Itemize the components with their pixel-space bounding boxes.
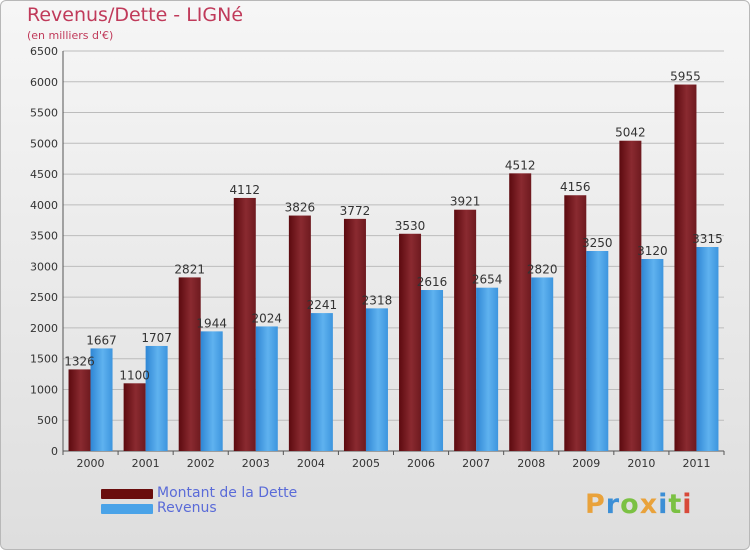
data-label-dette: 4112 — [230, 183, 261, 197]
data-label-dette: 1100 — [119, 368, 150, 382]
legend-swatch-revenus — [101, 504, 153, 514]
logo-letter: x — [639, 489, 659, 520]
logo-letter: P — [585, 489, 606, 520]
data-label-revenus: 3120 — [637, 244, 668, 258]
y-tick-label: 4500 — [30, 168, 58, 181]
x-tick-label: 2008 — [517, 457, 545, 470]
y-tick-label: 1000 — [30, 383, 58, 396]
logo-letter: r — [605, 489, 621, 520]
bar-dette — [674, 84, 697, 452]
logo-letter: i — [658, 489, 669, 520]
data-label-revenus: 1667 — [86, 333, 117, 347]
bar-revenus — [200, 331, 223, 451]
bar-revenus — [90, 348, 113, 451]
bar-dette — [564, 195, 587, 451]
bar-revenus — [310, 313, 333, 451]
data-label-dette: 4156 — [560, 180, 591, 194]
y-tick-label: 5500 — [30, 107, 58, 120]
bar-dette — [68, 369, 91, 451]
y-tick-label: 500 — [37, 414, 58, 427]
data-label-revenus: 1944 — [196, 316, 227, 330]
bar-dette — [178, 277, 201, 451]
x-tick-label: 2009 — [572, 457, 600, 470]
y-tick-label: 5000 — [30, 137, 58, 150]
x-tick-label: 2007 — [462, 457, 490, 470]
bar-revenus — [421, 290, 444, 451]
data-label-dette: 3826 — [285, 201, 316, 215]
x-tick-label: 2010 — [627, 457, 655, 470]
data-label-revenus: 3315 — [692, 232, 723, 246]
data-label-revenus: 3250 — [582, 236, 613, 250]
bar-dette — [509, 173, 532, 452]
legend-label-revenus: Revenus — [157, 500, 217, 516]
data-label-dette: 5955 — [670, 70, 701, 84]
x-tick-label: 2002 — [187, 457, 215, 470]
y-tick-label: 0 — [51, 445, 58, 458]
data-label-dette: 3772 — [340, 204, 371, 218]
bar-revenus — [586, 251, 609, 451]
bar-revenus — [365, 308, 388, 451]
y-tick-label: 4000 — [30, 199, 58, 212]
y-tick-label: 6500 — [30, 45, 58, 58]
y-tick-label: 3500 — [30, 230, 58, 243]
bar-revenus — [696, 247, 719, 451]
data-label-revenus: 2820 — [527, 262, 558, 276]
data-label-dette: 3530 — [395, 219, 426, 233]
data-label-revenus: 2024 — [252, 311, 283, 325]
x-tick-label: 2006 — [407, 457, 435, 470]
bar-dette — [619, 140, 642, 451]
y-tick-label: 2500 — [30, 291, 58, 304]
y-tick-label: 2000 — [30, 322, 58, 335]
data-label-dette: 1326 — [64, 354, 95, 368]
x-tick-label: 2004 — [297, 457, 325, 470]
data-label-revenus: 2616 — [417, 275, 448, 289]
x-tick-label: 2011 — [682, 457, 710, 470]
logo-letter: i — [682, 489, 693, 520]
data-label-dette: 4512 — [505, 158, 536, 172]
data-label-revenus: 2241 — [307, 298, 338, 312]
y-tick-label: 1500 — [30, 353, 58, 366]
logo-letter: o — [620, 489, 640, 520]
bar-dette — [399, 233, 422, 451]
data-label-revenus: 1707 — [141, 331, 172, 345]
bar-dette — [233, 197, 256, 451]
bar-revenus — [255, 326, 278, 451]
x-tick-label: 2003 — [242, 457, 270, 470]
proxiti-logo: Proxiti — [585, 489, 693, 520]
x-tick-label: 2001 — [132, 457, 160, 470]
data-label-dette: 5042 — [615, 126, 646, 140]
x-tick-label: 2005 — [352, 457, 380, 470]
chart-subtitle: (en milliers d'€) — [27, 29, 114, 42]
bar-dette — [343, 218, 366, 451]
legend-swatch-debt — [101, 489, 153, 499]
bar-dette — [454, 209, 477, 451]
bar-revenus — [476, 287, 499, 451]
bar-dette — [123, 383, 146, 451]
data-label-revenus: 2318 — [362, 293, 393, 307]
y-tick-label: 3000 — [30, 260, 58, 273]
data-label-dette: 3921 — [450, 195, 481, 209]
data-label-dette: 2821 — [174, 262, 205, 276]
bar-revenus — [145, 345, 168, 451]
chart-title: Revenus/Dette - LIGNé — [27, 4, 244, 26]
bar-revenus — [641, 259, 664, 451]
y-tick-label: 6000 — [30, 76, 58, 89]
bar-dette — [288, 215, 311, 451]
x-tick-label: 2000 — [77, 457, 105, 470]
logo-letter: t — [668, 489, 683, 520]
bar-revenus — [531, 277, 554, 451]
data-label-revenus: 2654 — [472, 273, 503, 287]
legend-label-debt: Montant de la Dette — [157, 485, 298, 501]
